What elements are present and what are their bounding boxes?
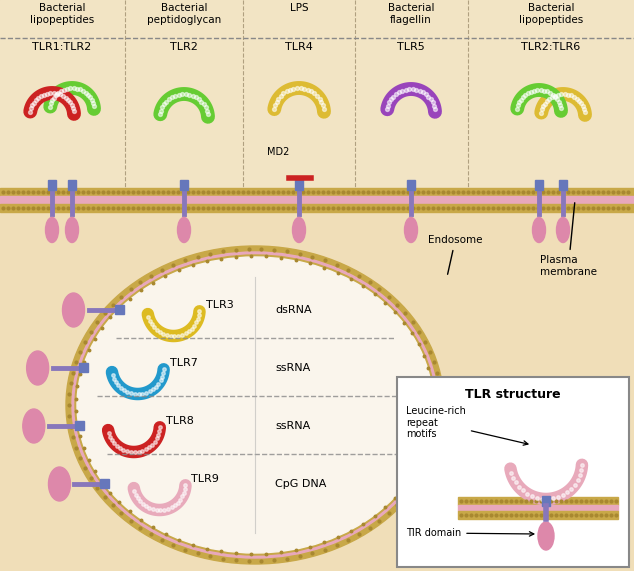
- Ellipse shape: [533, 218, 545, 243]
- Bar: [75, 421, 84, 430]
- Bar: [535, 180, 543, 190]
- Bar: [542, 496, 550, 506]
- Bar: [0, 212, 634, 571]
- Bar: [180, 180, 188, 190]
- Text: TLR2: TLR2: [170, 42, 198, 52]
- Text: TLR1:TLR2: TLR1:TLR2: [32, 42, 92, 52]
- Ellipse shape: [404, 218, 418, 243]
- Ellipse shape: [23, 409, 45, 443]
- Bar: [458, 505, 618, 511]
- Bar: [458, 511, 618, 519]
- Text: TLR9: TLR9: [191, 474, 219, 484]
- Text: ssRNA: ssRNA: [275, 363, 310, 373]
- Ellipse shape: [66, 246, 444, 564]
- Ellipse shape: [77, 257, 433, 553]
- Text: TLR8: TLR8: [166, 416, 193, 426]
- Text: TLR structure: TLR structure: [465, 388, 561, 401]
- Text: Bacterial
lipopeptides: Bacterial lipopeptides: [519, 3, 583, 25]
- Text: TLR7: TLR7: [170, 358, 198, 368]
- Text: TIR domain: TIR domain: [406, 528, 534, 538]
- Bar: [559, 180, 567, 190]
- Ellipse shape: [27, 351, 49, 385]
- Bar: [100, 479, 110, 488]
- Bar: [48, 180, 56, 190]
- Text: Bacterial
flagellin: Bacterial flagellin: [388, 3, 434, 25]
- Ellipse shape: [178, 218, 190, 243]
- Ellipse shape: [72, 252, 438, 558]
- Text: TLR3: TLR3: [205, 300, 233, 310]
- Text: TLR5: TLR5: [397, 42, 425, 52]
- Text: LPS: LPS: [290, 3, 308, 13]
- Ellipse shape: [538, 522, 554, 550]
- Ellipse shape: [46, 218, 58, 243]
- Bar: [115, 305, 124, 314]
- Text: CpG DNA: CpG DNA: [275, 479, 327, 489]
- Text: TLR4: TLR4: [285, 42, 313, 52]
- Text: Leucine-rich
repeat
motifs: Leucine-rich repeat motifs: [406, 406, 528, 445]
- Bar: [458, 497, 618, 505]
- Bar: [79, 363, 87, 372]
- Bar: [0, 188, 634, 196]
- Ellipse shape: [75, 255, 435, 555]
- Bar: [295, 180, 303, 190]
- Bar: [0, 204, 634, 212]
- Text: MD2: MD2: [267, 147, 289, 157]
- Ellipse shape: [48, 467, 70, 501]
- FancyBboxPatch shape: [397, 377, 629, 567]
- Text: ssRNA: ssRNA: [275, 421, 310, 431]
- Bar: [0, 0, 634, 190]
- Ellipse shape: [65, 218, 79, 243]
- Text: dsRNA: dsRNA: [275, 305, 312, 315]
- Text: Plasma
membrane: Plasma membrane: [540, 203, 597, 276]
- Ellipse shape: [557, 218, 569, 243]
- Text: Bacterial
peptidoglycan: Bacterial peptidoglycan: [147, 3, 221, 25]
- Text: TLR2:TLR6: TLR2:TLR6: [521, 42, 581, 52]
- Ellipse shape: [292, 218, 306, 243]
- Bar: [68, 180, 76, 190]
- Ellipse shape: [63, 293, 84, 327]
- Bar: [407, 180, 415, 190]
- Bar: [0, 196, 634, 204]
- Text: Endosome: Endosome: [428, 235, 482, 274]
- Text: Bacterial
lipopeptides: Bacterial lipopeptides: [30, 3, 94, 25]
